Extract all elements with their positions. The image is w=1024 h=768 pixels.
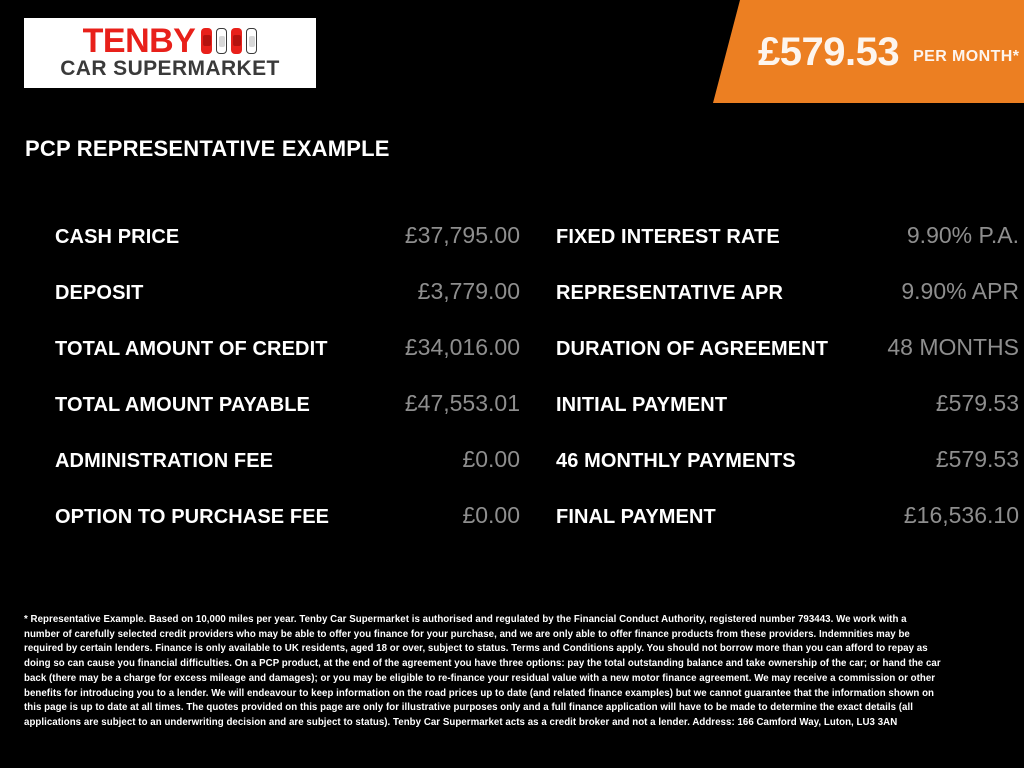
table-row-initial-payment: INITIAL PAYMENT £579.53: [525, 390, 1024, 446]
logo-top-row: TENBY: [82, 22, 258, 60]
logo-brand-text: TENBY: [82, 22, 196, 60]
car-icon-white-2: [246, 28, 258, 54]
finance-details-table: CASH PRICE £37,795.00 FIXED INTEREST RAT…: [0, 222, 1024, 558]
row-value: £34,016.00: [404, 334, 520, 360]
row-label: OPTION TO PURCHASE FEE: [55, 506, 330, 528]
row-value: 9.90% P.A.: [906, 222, 1019, 248]
table-row-fixed-interest-rate: FIXED INTEREST RATE 9.90% P.A.: [525, 222, 1024, 278]
logo-tagline-text: CAR SUPERMARKET: [60, 57, 280, 80]
disclaimer-text: * Representative Example. Based on 10,00…: [24, 614, 941, 728]
row-value: £3,779.00: [417, 278, 520, 304]
table-row-final-payment: FINAL PAYMENT £16,536.10: [525, 502, 1024, 558]
row-label: TOTAL AMOUNT OF CREDIT: [55, 338, 328, 360]
row-label: CASH PRICE: [55, 226, 180, 248]
table-row-representative-apr: REPRESENTATIVE APR 9.90% APR: [525, 278, 1024, 334]
row-label: FINAL PAYMENT: [556, 506, 716, 528]
row-value: £579.53: [935, 390, 1019, 416]
table-row-total-amount-payable: TOTAL AMOUNT PAYABLE £47,553.01: [25, 390, 525, 446]
car-icon-white-1: [216, 28, 228, 54]
row-label: REPRESENTATIVE APR: [556, 282, 784, 304]
table-row-duration-of-agreement: DURATION OF AGREEMENT 48 MONTHS: [525, 334, 1024, 390]
row-label: TOTAL AMOUNT PAYABLE: [55, 394, 310, 416]
row-value: 9.90% APR: [901, 278, 1019, 304]
monthly-price-banner: £579.53 PER MONTH*: [713, 0, 1024, 103]
row-value: £0.00: [462, 446, 520, 472]
company-logo[interactable]: TENBY CAR SUPERMARKET: [24, 18, 316, 88]
row-label: INITIAL PAYMENT: [556, 394, 728, 416]
table-row-monthly-payments: 46 MONTHLY PAYMENTS £579.53: [525, 446, 1024, 502]
table-row-total-amount-of-credit: TOTAL AMOUNT OF CREDIT £34,016.00: [25, 334, 525, 390]
car-icons-group: [201, 26, 258, 56]
car-icon-red-2: [231, 28, 243, 54]
row-label: DURATION OF AGREEMENT: [556, 338, 829, 360]
row-label: 46 MONTHLY PAYMENTS: [556, 450, 796, 472]
row-label: ADMINISTRATION FEE: [55, 450, 274, 472]
page-title: PCP REPRESENTATIVE EXAMPLE: [25, 136, 390, 161]
row-value: £37,795.00: [404, 222, 520, 248]
table-row-administration-fee: ADMINISTRATION FEE £0.00: [25, 446, 525, 502]
row-label: DEPOSIT: [55, 282, 144, 304]
table-row-deposit: DEPOSIT £3,779.00: [25, 278, 525, 334]
row-value: £16,536.10: [903, 502, 1019, 528]
car-icon-red-1: [201, 28, 213, 54]
row-value: £579.53: [935, 446, 1019, 472]
table-row-option-to-purchase-fee: OPTION TO PURCHASE FEE £0.00: [25, 502, 525, 558]
monthly-price-amount: £579.53: [758, 29, 900, 74]
row-label: FIXED INTEREST RATE: [556, 226, 780, 248]
row-value: 48 MONTHS: [887, 334, 1019, 360]
row-value: £47,553.01: [404, 390, 520, 416]
table-row-cash-price: CASH PRICE £37,795.00: [25, 222, 525, 278]
row-value: £0.00: [462, 502, 520, 528]
monthly-price-period-label: PER MONTH*: [913, 47, 1020, 65]
